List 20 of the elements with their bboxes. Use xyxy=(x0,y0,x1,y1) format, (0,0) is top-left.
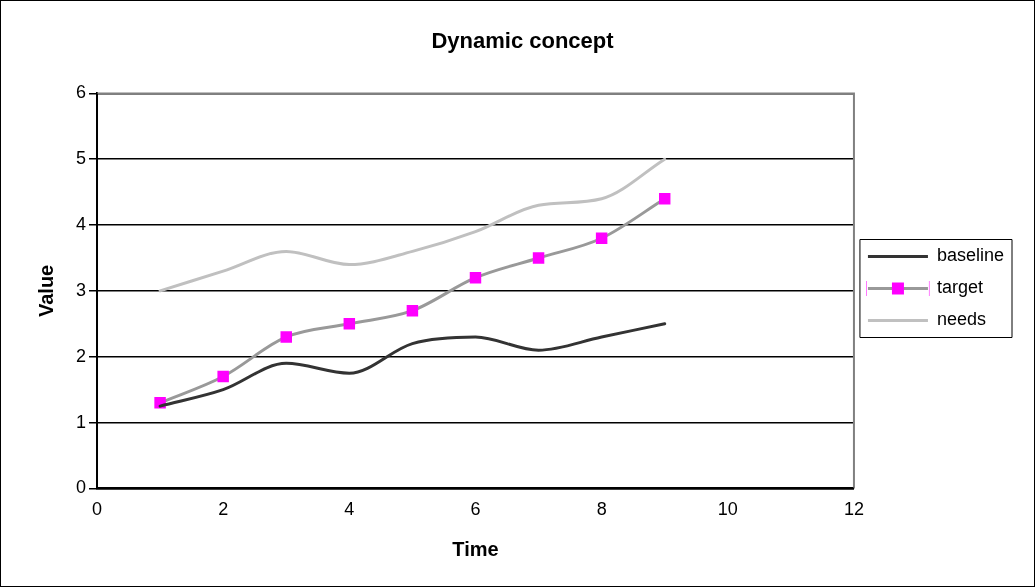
x-tick-label: 6 xyxy=(470,499,481,520)
legend-label: target xyxy=(936,277,983,298)
y-tick-label: 0 xyxy=(76,477,87,498)
x-tick-label: 12 xyxy=(843,499,864,520)
x-tick-label: 0 xyxy=(92,499,103,520)
y-tick-label: 3 xyxy=(76,279,87,300)
y-tick-label: 6 xyxy=(76,82,87,103)
legend-label: baseline xyxy=(936,245,1005,266)
legend-label: needs xyxy=(936,309,986,330)
y-tick-label: 5 xyxy=(76,148,87,169)
y-tick-label: 4 xyxy=(76,214,87,235)
x-tick-label: 2 xyxy=(218,499,229,520)
x-tick-label: 8 xyxy=(596,499,607,520)
x-tick-label: 4 xyxy=(344,499,355,520)
chart-title: Dynamic concept xyxy=(431,28,615,54)
x-tick-label: 10 xyxy=(717,499,738,520)
y-tick-label: 2 xyxy=(76,345,87,366)
y-tick-label: 1 xyxy=(76,411,87,432)
x-axis-title: Time xyxy=(452,537,499,560)
y-axis-title: Value xyxy=(34,264,57,318)
